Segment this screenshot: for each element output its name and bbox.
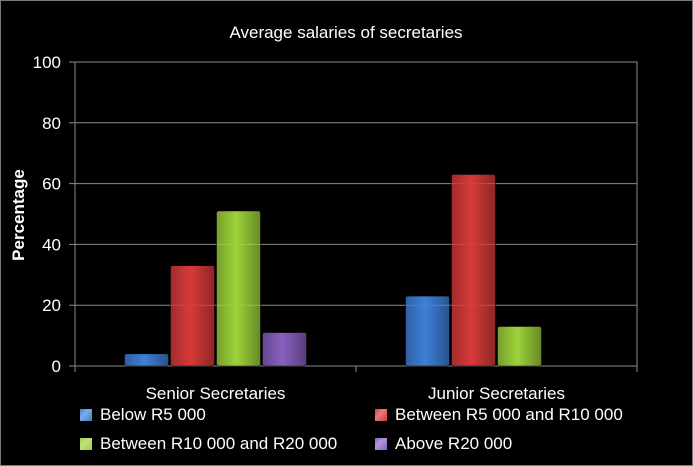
legend-item: Between R5 000 and R10 000 [375, 405, 623, 425]
bar-above-r20-000-0 [262, 332, 307, 367]
bar-below-r5-000-0 [124, 353, 169, 367]
legend-item: Below R5 000 [80, 405, 206, 425]
y-tick-label: 40 [42, 235, 61, 254]
legend-swatch [80, 409, 92, 421]
bar-between-r10-000-and-r20-000-1 [497, 326, 542, 367]
legend-label: Below R5 000 [100, 405, 206, 424]
legend-swatch [375, 438, 387, 450]
y-tick-label: 0 [52, 357, 61, 376]
legend-swatch [375, 409, 387, 421]
legend-swatch [80, 438, 92, 450]
bar-between-r10-000-and-r20-000-0 [216, 210, 261, 367]
legend-item: Above R20 000 [375, 434, 512, 454]
y-tick-label: 80 [42, 114, 61, 133]
y-tick-label: 60 [42, 175, 61, 194]
legend-label: Between R5 000 and R10 000 [395, 405, 623, 424]
legend-item: Between R10 000 and R20 000 [80, 434, 337, 454]
x-tick-label: Senior Secretaries [146, 384, 286, 403]
y-tick-label: 20 [42, 296, 61, 315]
x-tick-label: Junior Secretaries [428, 384, 565, 403]
legend-label: Between R10 000 and R20 000 [100, 434, 338, 453]
bar-between-r5-000-and-r10-000-0 [170, 265, 215, 367]
bar-between-r5-000-and-r10-000-1 [451, 174, 496, 367]
bar-below-r5-000-1 [405, 295, 450, 367]
plot-area: 0 20 40 60 80 100 Senior Secretaries Junior Sec… [33, 53, 638, 403]
plot-border [74, 61, 638, 367]
chart-title: Average salaries of secretaries [229, 23, 462, 42]
y-axis-label: Percentage [9, 169, 28, 261]
y-tick-label: 100 [33, 53, 61, 72]
legend-label: Above R20 000 [395, 434, 513, 453]
